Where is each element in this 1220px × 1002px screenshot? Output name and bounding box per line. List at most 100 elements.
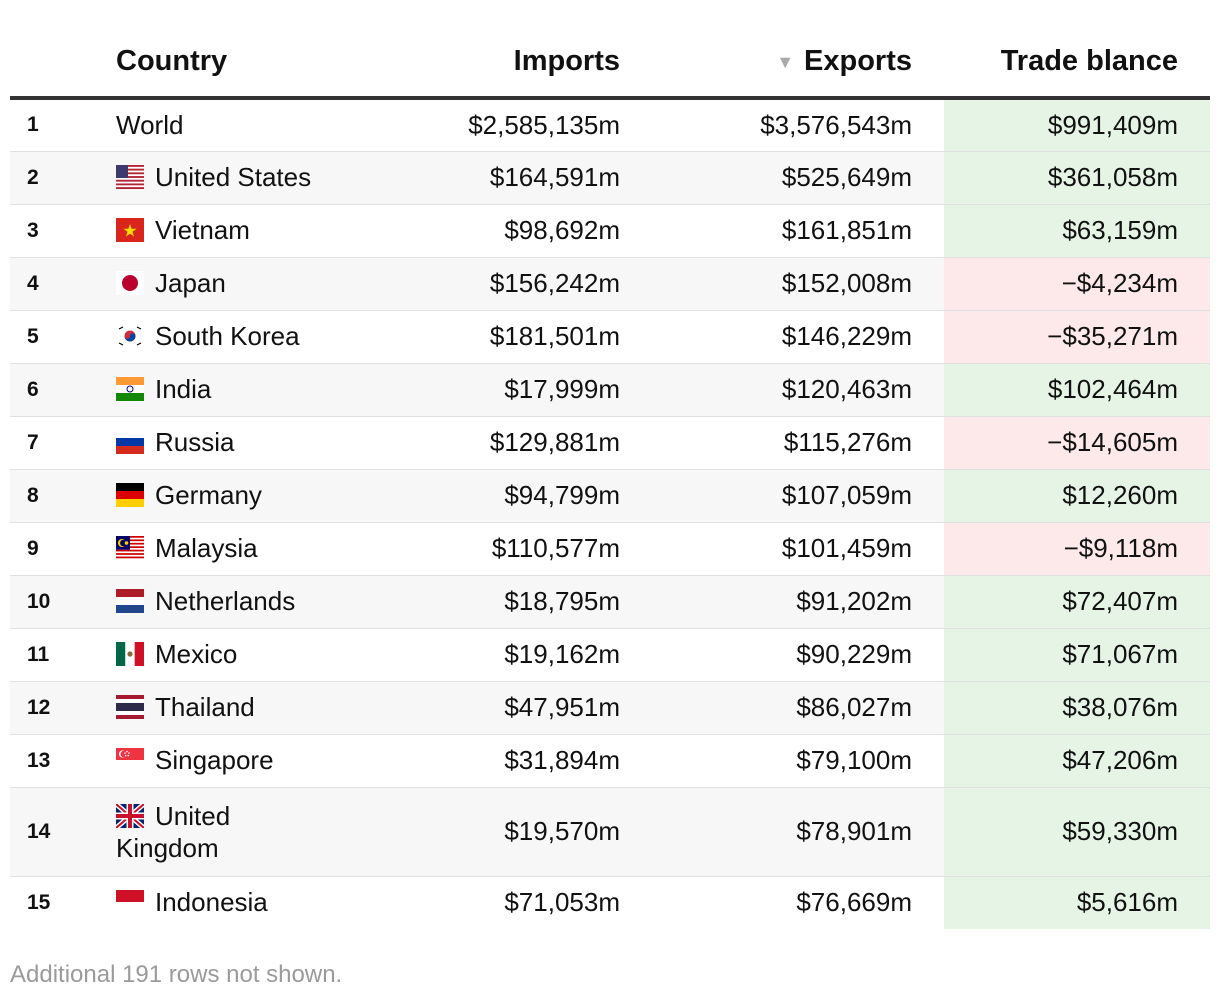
table-row: 8 Germany $94,799m $107,059m $12,260m (10, 469, 1210, 523)
row-exports: $79,100m (652, 734, 944, 788)
footnote: Additional 191 rows not shown. (10, 961, 343, 988)
row-rank: 15 (27, 890, 51, 914)
in-flag-icon (116, 377, 144, 401)
row-balance: $361,058m (944, 151, 1210, 205)
row-exports: $90,229m (652, 628, 944, 682)
table-row: 12 Thailand $47,951m $86,027m $38,076m (10, 681, 1210, 735)
row-balance: $38,076m (944, 681, 1210, 735)
row-balance: $12,260m (944, 469, 1210, 523)
header-exports[interactable]: ▼ Exports (652, 0, 944, 100)
row-exports: $101,459m (652, 522, 944, 576)
table-row: 1 World $2,585,135m $3,576,543m $991,409m (10, 98, 1210, 152)
row-country: Japan (106, 257, 330, 311)
sort-descending-icon: ▼ (776, 52, 795, 72)
country-name: United States (155, 162, 312, 192)
country-name: Malaysia (155, 533, 258, 563)
row-country: World (106, 98, 330, 152)
row-balance: $5,616m (944, 876, 1210, 929)
row-country: Indonesia (106, 876, 330, 929)
row-balance: $72,407m (944, 575, 1210, 629)
jp-flag-icon (116, 271, 144, 295)
row-imports: $17,999m (330, 363, 652, 417)
row-rank: 9 (10, 522, 106, 576)
row-exports: $146,229m (652, 310, 944, 364)
row-exports: $120,463m (652, 363, 944, 417)
row-balance: $991,409m (944, 98, 1210, 152)
row-rank: 4 (10, 257, 106, 311)
row-exports: $115,276m (652, 416, 944, 470)
row-balance: $59,330m (944, 787, 1210, 877)
row-rank: 2 (10, 151, 106, 205)
row-imports: $18,795m (330, 575, 652, 629)
row-country: Vietnam (106, 204, 330, 258)
row-imports: $164,591m (330, 151, 652, 205)
header-balance-label: Trade blance (1000, 45, 1178, 77)
table-row: 15 Indonesia $71,053m $76,669m $5,616m (10, 876, 1210, 929)
de-flag-icon (116, 483, 144, 507)
table-body: 1 World $2,585,135m $3,576,543m $991,409m 2 Un… (10, 98, 1210, 929)
country-name: Indonesia (155, 887, 268, 918)
header-country-label: Country (116, 45, 228, 77)
row-country: Thailand (106, 681, 330, 735)
th-flag-icon (116, 695, 144, 719)
table-row: 4 Japan $156,242m $152,008m −$4,234m (10, 257, 1210, 311)
table-row: 5 South Korea $181,501m $146,229m −$35,271m (10, 310, 1210, 364)
sg-flag-icon (116, 748, 144, 772)
country-name: World (116, 109, 184, 140)
row-country: United Kingdom (106, 787, 330, 877)
row-rank: 10 (10, 575, 106, 629)
id-flag-icon (116, 890, 144, 915)
country-name: Singapore (155, 745, 274, 775)
row-country: India (106, 363, 330, 417)
nl-flag-icon (116, 589, 144, 613)
row-imports: $19,162m (330, 628, 652, 682)
my-flag-icon (116, 536, 144, 560)
vn-flag-icon (116, 218, 144, 242)
table-row: 9 Malaysia $110,577m $101,459m −$9,118m (10, 522, 1210, 576)
row-imports: $156,242m (330, 257, 652, 311)
row-exports: $91,202m (652, 575, 944, 629)
header-row: Country Imports ▼ Exports Trade blance (10, 0, 1210, 100)
table-row: 6 India $17,999m $120,463m $102,464m (10, 363, 1210, 417)
row-balance: −$14,605m (944, 416, 1210, 470)
country-name: Mexico (155, 639, 238, 669)
table-row: 10 Netherlands $18,795m $91,202m $72,407m (10, 575, 1210, 629)
row-imports: $71,053m (504, 887, 620, 918)
row-balance: −$4,234m (944, 257, 1210, 311)
row-imports: $98,692m (330, 204, 652, 258)
table-row: 2 United States $164,591m $525,649m $361,058… (10, 151, 1210, 205)
row-balance: $47,206m (944, 734, 1210, 788)
row-imports: $47,951m (330, 681, 652, 735)
header-country[interactable]: Country (106, 0, 330, 100)
row-imports: $110,577m (330, 522, 652, 576)
row-exports: $525,649m (652, 151, 944, 205)
row-rank: 14 (10, 787, 106, 877)
table-row: 13 Singapore $31,894m $79,100m $47,206m (10, 734, 1210, 788)
country-name: India (155, 374, 212, 404)
header-imports[interactable]: Imports (330, 0, 652, 100)
row-country: Netherlands (106, 575, 330, 629)
row-exports: $76,669m (796, 887, 912, 918)
country-name: South Korea (155, 321, 300, 351)
table-row: 7 Russia $129,881m $115,276m −$14,605m (10, 416, 1210, 470)
table-row: 11 Mexico $19,162m $90,229m $71,067m (10, 628, 1210, 682)
row-balance: $63,159m (944, 204, 1210, 258)
country-name: Japan (155, 268, 226, 298)
row-rank: 11 (10, 628, 106, 682)
kr-flag-icon (116, 324, 144, 348)
row-exports: $78,901m (652, 787, 944, 877)
row-imports: $19,570m (330, 787, 652, 877)
country-name: Vietnam (155, 215, 250, 245)
row-country: Singapore (106, 734, 330, 788)
row-rank: 3 (10, 204, 106, 258)
row-imports: $94,799m (330, 469, 652, 523)
row-country: South Korea (106, 310, 330, 364)
row-country: Malaysia (106, 522, 330, 576)
row-balance: −$9,118m (944, 522, 1210, 576)
row-imports: $2,585,135m (330, 98, 652, 152)
header-balance[interactable]: Trade blance (944, 0, 1210, 100)
country-name: Thailand (155, 692, 255, 722)
row-exports: $3,576,543m (652, 98, 944, 152)
